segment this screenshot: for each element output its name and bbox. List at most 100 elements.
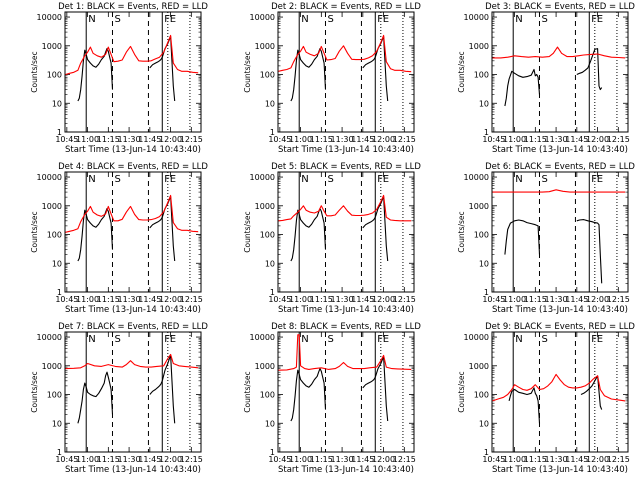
mark-label-N: N bbox=[301, 14, 308, 25]
x-tick-label: 11:15 bbox=[97, 135, 120, 144]
mark-label-E: E bbox=[597, 174, 603, 185]
y-tick-label: 1000 bbox=[255, 362, 275, 371]
y-tick-label: 10000 bbox=[464, 333, 489, 342]
mark-label-F: F bbox=[377, 14, 383, 25]
x-tick-label: 12:00 bbox=[372, 295, 395, 304]
x-tick-label: 12:15 bbox=[607, 135, 630, 144]
mark-label-S: S bbox=[114, 14, 120, 25]
y-tick-label: 100 bbox=[47, 391, 62, 400]
plot-frame bbox=[64, 331, 202, 453]
mark-label-F: F bbox=[377, 334, 383, 345]
x-tick-label: 11:00 bbox=[289, 295, 312, 304]
mark-label-F: F bbox=[164, 14, 170, 25]
y-tick-label: 10000 bbox=[464, 173, 489, 182]
y-tick-label: 1 bbox=[270, 288, 275, 297]
detector-panel-1: 1 10 100 1000 10000 10:4511:0011:1511:3011:45… bbox=[30, 2, 208, 155]
x-tick-label: 11:00 bbox=[503, 135, 526, 144]
mark-label-E: E bbox=[383, 174, 389, 185]
series-events-black-line bbox=[77, 48, 114, 102]
mark-label-E: E bbox=[597, 334, 603, 345]
mark-label-N: N bbox=[88, 14, 95, 25]
x-tick-label: 11:15 bbox=[524, 295, 547, 304]
series-events-black-line bbox=[580, 375, 603, 410]
mark-label-N: N bbox=[515, 334, 522, 345]
x-tick-label: 11:45 bbox=[565, 135, 588, 144]
y-tick-label: 1 bbox=[270, 448, 275, 457]
y-tick-label: 100 bbox=[260, 231, 275, 240]
x-tick-label: 12:15 bbox=[180, 135, 203, 144]
x-tick-label: 11:15 bbox=[310, 455, 333, 464]
x-tick-label: 11:45 bbox=[565, 295, 588, 304]
series-events-black-line bbox=[576, 219, 603, 284]
x-tick-label: 12:15 bbox=[607, 455, 630, 464]
mark-label-S: S bbox=[114, 334, 120, 345]
x-axis-label: Start Time (13-Jun-14 10:43:40) bbox=[65, 145, 201, 155]
y-tick-label: 100 bbox=[474, 391, 489, 400]
y-tick-label: 1000 bbox=[42, 42, 62, 51]
x-tick-label: 10:45 bbox=[482, 135, 505, 144]
x-tick-label: 11:45 bbox=[138, 135, 161, 144]
x-tick-label: 11:00 bbox=[76, 135, 99, 144]
mark-label-E: E bbox=[383, 14, 389, 25]
y-tick-label: 10 bbox=[52, 419, 62, 428]
series-lld-red-line bbox=[278, 194, 412, 222]
x-tick-label: 11:45 bbox=[565, 455, 588, 464]
y-tick-label: 1 bbox=[484, 288, 489, 297]
y-tick-label: 1 bbox=[484, 128, 489, 137]
series-lld-red-line bbox=[278, 334, 412, 371]
mark-label-E: E bbox=[170, 174, 176, 185]
series-events-black-line bbox=[576, 48, 603, 91]
plot-frame bbox=[64, 171, 202, 293]
x-tick-label: 11:00 bbox=[289, 455, 312, 464]
panel-title: Det 7: BLACK = Events, RED = LLD bbox=[58, 322, 208, 332]
y-axis-label: Counts/sec bbox=[30, 51, 39, 92]
mark-label-E: E bbox=[597, 14, 603, 25]
x-tick-label: 10:45 bbox=[482, 455, 505, 464]
y-axis-label: Counts/sec bbox=[457, 211, 466, 252]
y-tick-label: 1 bbox=[57, 128, 62, 137]
x-tick-label: 10:45 bbox=[268, 135, 291, 144]
y-tick-label: 100 bbox=[474, 231, 489, 240]
y-tick-label: 10000 bbox=[464, 13, 489, 22]
x-axis-label: Start Time (13-Jun-14 10:43:40) bbox=[492, 145, 628, 155]
series-lld-red-line bbox=[65, 34, 199, 76]
y-tick-label: 1000 bbox=[255, 202, 275, 211]
series-events-black-line bbox=[290, 208, 327, 262]
detector-panel-5: 1 10 100 1000 10000 10:4511:0011:1511:3011:45… bbox=[243, 162, 421, 315]
x-tick-label: 11:00 bbox=[76, 455, 99, 464]
y-tick-label: 10 bbox=[265, 419, 275, 428]
y-axis-label: Counts/sec bbox=[457, 51, 466, 92]
x-tick-label: 11:30 bbox=[545, 455, 568, 464]
series-events-black-line bbox=[290, 48, 327, 102]
y-tick-label: 1 bbox=[484, 448, 489, 457]
x-tick-label: 11:30 bbox=[118, 295, 141, 304]
series-lld-red-line bbox=[65, 194, 199, 233]
panel-title: Det 8: BLACK = Events, RED = LLD bbox=[271, 322, 421, 332]
x-tick-label: 12:00 bbox=[372, 135, 395, 144]
x-tick-label: 11:00 bbox=[289, 135, 312, 144]
mark-label-S: S bbox=[327, 14, 333, 25]
x-tick-label: 11:15 bbox=[97, 455, 120, 464]
y-tick-label: 100 bbox=[474, 71, 489, 80]
detector-panel-7: 1 10 100 1000 10000 10:4511:0011:1511:3011:45… bbox=[30, 322, 208, 475]
series-lld-red-line bbox=[492, 46, 626, 59]
series-events-black-line bbox=[504, 68, 541, 107]
y-tick-label: 10000 bbox=[37, 173, 62, 182]
series-lld-red-line bbox=[492, 373, 626, 402]
panel-title: Det 3: BLACK = Events, RED = LLD bbox=[485, 2, 635, 12]
y-tick-label: 1000 bbox=[469, 362, 489, 371]
x-tick-label: 11:45 bbox=[138, 455, 161, 464]
x-axis-label: Start Time (13-Jun-14 10:43:40) bbox=[65, 465, 201, 475]
x-tick-label: 12:15 bbox=[180, 455, 203, 464]
panel-title: Det 6: BLACK = Events, RED = LLD bbox=[485, 162, 635, 172]
y-tick-label: 10000 bbox=[250, 333, 275, 342]
x-tick-label: 11:15 bbox=[310, 295, 333, 304]
x-tick-label: 10:45 bbox=[55, 455, 78, 464]
y-tick-label: 10 bbox=[479, 99, 489, 108]
series-events-black-line bbox=[77, 208, 114, 262]
x-tick-label: 11:30 bbox=[545, 135, 568, 144]
x-tick-label: 10:45 bbox=[268, 455, 291, 464]
x-tick-label: 12:00 bbox=[586, 295, 609, 304]
y-tick-label: 10 bbox=[52, 259, 62, 268]
